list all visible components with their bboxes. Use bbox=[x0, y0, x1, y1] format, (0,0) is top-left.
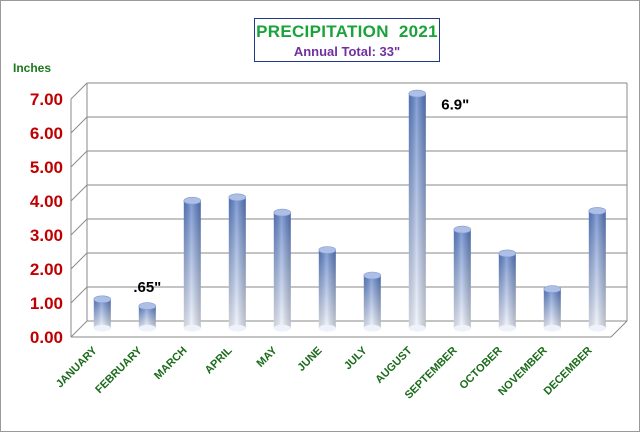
x-tick-label: JANUARY bbox=[54, 344, 100, 390]
y-tick-label: 2.00 bbox=[30, 260, 63, 279]
bar-september bbox=[453, 225, 472, 332]
bar-april bbox=[228, 193, 247, 332]
y-tick-label: 0.00 bbox=[30, 328, 63, 347]
bar-march bbox=[183, 196, 202, 332]
bar-shade bbox=[543, 289, 561, 329]
bar-may bbox=[273, 208, 292, 332]
bar-shade bbox=[408, 93, 426, 329]
y-tick-labels: 0.00 1.00 2.00 3.00 4.00 5.00 6.00 7.00 bbox=[30, 90, 63, 347]
bar-base bbox=[138, 324, 156, 332]
bar-july bbox=[363, 271, 382, 332]
gridline-diagonal bbox=[70, 252, 88, 270]
bar-shade bbox=[138, 306, 156, 329]
bar-cap bbox=[453, 225, 472, 234]
bar-june bbox=[318, 246, 337, 332]
bar-cap bbox=[363, 271, 382, 280]
bar-august bbox=[408, 89, 427, 332]
data-labels: .65" 6.9" bbox=[133, 97, 469, 297]
x-tick-label: APRIL bbox=[203, 344, 235, 376]
bar-cap bbox=[183, 196, 202, 205]
x-tick-label: OCTOBER bbox=[457, 345, 504, 392]
data-label: 6.9" bbox=[441, 97, 469, 114]
floor-edge bbox=[610, 320, 628, 338]
y-tick-label: 3.00 bbox=[30, 226, 63, 245]
bar-cap bbox=[273, 208, 292, 217]
bar-base bbox=[408, 324, 426, 332]
bar-shade bbox=[498, 253, 516, 329]
bar-february bbox=[138, 302, 157, 332]
chart-subtitle: Annual Total: 33" bbox=[293, 44, 401, 59]
bar-shade bbox=[273, 212, 291, 329]
bar-shade bbox=[228, 197, 246, 329]
x-tick-label: AUGUST bbox=[373, 344, 415, 386]
bar-base bbox=[588, 324, 606, 332]
bar-shade bbox=[588, 210, 606, 329]
bar-shade bbox=[183, 200, 201, 329]
gridline-diagonal bbox=[70, 286, 88, 304]
x-tick-label: MARCH bbox=[152, 345, 189, 382]
bar-base bbox=[273, 324, 291, 332]
gridline-diagonal bbox=[70, 150, 88, 168]
x-tick-label: JUNE bbox=[295, 345, 324, 374]
bar-cap bbox=[138, 302, 157, 310]
bar-cap bbox=[498, 249, 517, 258]
bar-cap bbox=[318, 246, 337, 254]
bar-shade bbox=[363, 275, 381, 329]
bar-shade bbox=[93, 299, 111, 329]
bar-base bbox=[183, 324, 201, 332]
bar-shade bbox=[453, 229, 471, 329]
gridline-diagonal bbox=[70, 82, 88, 100]
bar-cap bbox=[93, 295, 112, 304]
bar-cap bbox=[408, 89, 427, 98]
gridline-diagonal bbox=[70, 116, 88, 134]
bar-october bbox=[498, 249, 517, 332]
bar-cap bbox=[543, 285, 562, 293]
bar-base bbox=[228, 324, 246, 332]
bar-base bbox=[318, 324, 336, 332]
data-label: .65" bbox=[133, 279, 161, 296]
chart-title-box: PRECIPITATION 2021 Annual Total: 33" bbox=[254, 18, 440, 62]
bar-base bbox=[93, 324, 111, 332]
bar-base bbox=[453, 324, 471, 332]
bar-november bbox=[543, 285, 562, 332]
bars bbox=[93, 89, 607, 332]
bar-january bbox=[93, 295, 112, 332]
gridline-diagonal bbox=[70, 320, 88, 338]
bar-base bbox=[543, 324, 561, 332]
bar-december bbox=[588, 207, 607, 332]
bar-base bbox=[498, 324, 516, 332]
x-tick-label: MAY bbox=[255, 344, 281, 370]
gridline-diagonal bbox=[70, 218, 88, 236]
x-tick-label: FEBRUARY bbox=[93, 344, 145, 396]
bar-shade bbox=[318, 250, 336, 329]
y-tick-label: 1.00 bbox=[30, 294, 63, 313]
bar-base bbox=[363, 324, 381, 332]
x-tick-label: DECEMBER bbox=[542, 345, 595, 398]
bar-cap bbox=[228, 193, 247, 202]
bar-cap bbox=[588, 207, 607, 215]
gridlines bbox=[70, 82, 628, 338]
y-axis-label: Inches bbox=[13, 61, 52, 75]
x-tick-label: JULY bbox=[342, 344, 370, 372]
chart-title: PRECIPITATION 2021 bbox=[256, 22, 438, 41]
y-tick-label: 7.00 bbox=[30, 90, 63, 109]
gridline-diagonal bbox=[70, 184, 88, 202]
y-tick-label: 4.00 bbox=[30, 192, 63, 211]
y-tick-label: 6.00 bbox=[30, 124, 63, 143]
y-tick-label: 5.00 bbox=[30, 158, 63, 177]
